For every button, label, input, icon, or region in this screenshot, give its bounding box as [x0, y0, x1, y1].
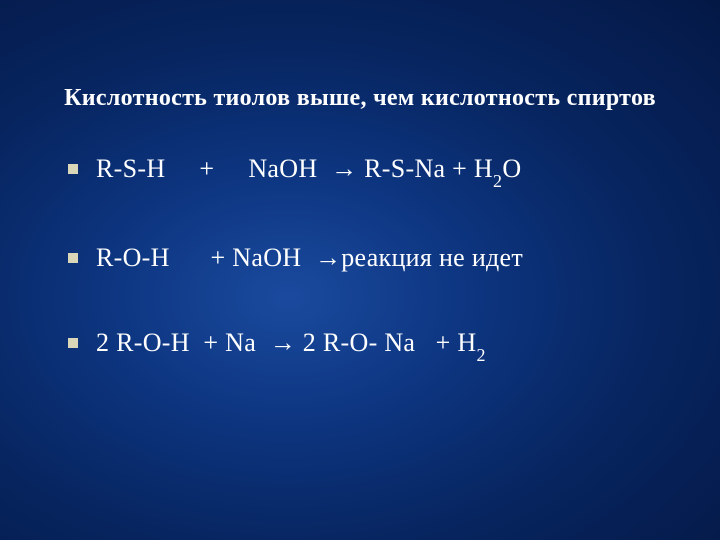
list-item: 2 R-O-H + Na → 2 R-O- Na + H2	[68, 328, 660, 362]
bullet-list: R-S-H + NaOH → R-S-Na + H2O R-O-H + NaOH…	[60, 154, 660, 362]
slide-content: Кислотность тиолов выше, чем кислотность…	[0, 0, 720, 457]
equation-text: 2 R-O-H + Na → 2 R-O- Na + H2	[96, 328, 486, 362]
equation-text: R-S-H + NaOH → R-S-Na + H2O	[96, 154, 521, 188]
slide-title: Кислотность тиолов выше, чем кислотность…	[60, 85, 660, 112]
bullet-marker-icon	[68, 164, 78, 174]
list-item: R-S-H + NaOH → R-S-Na + H2O	[68, 154, 660, 188]
bullet-marker-icon	[68, 338, 78, 348]
list-item: R-O-H + NaOH →реакция не идет	[68, 243, 660, 273]
equation-text: R-O-H + NaOH →реакция не идет	[96, 243, 523, 273]
bullet-marker-icon	[68, 253, 78, 263]
